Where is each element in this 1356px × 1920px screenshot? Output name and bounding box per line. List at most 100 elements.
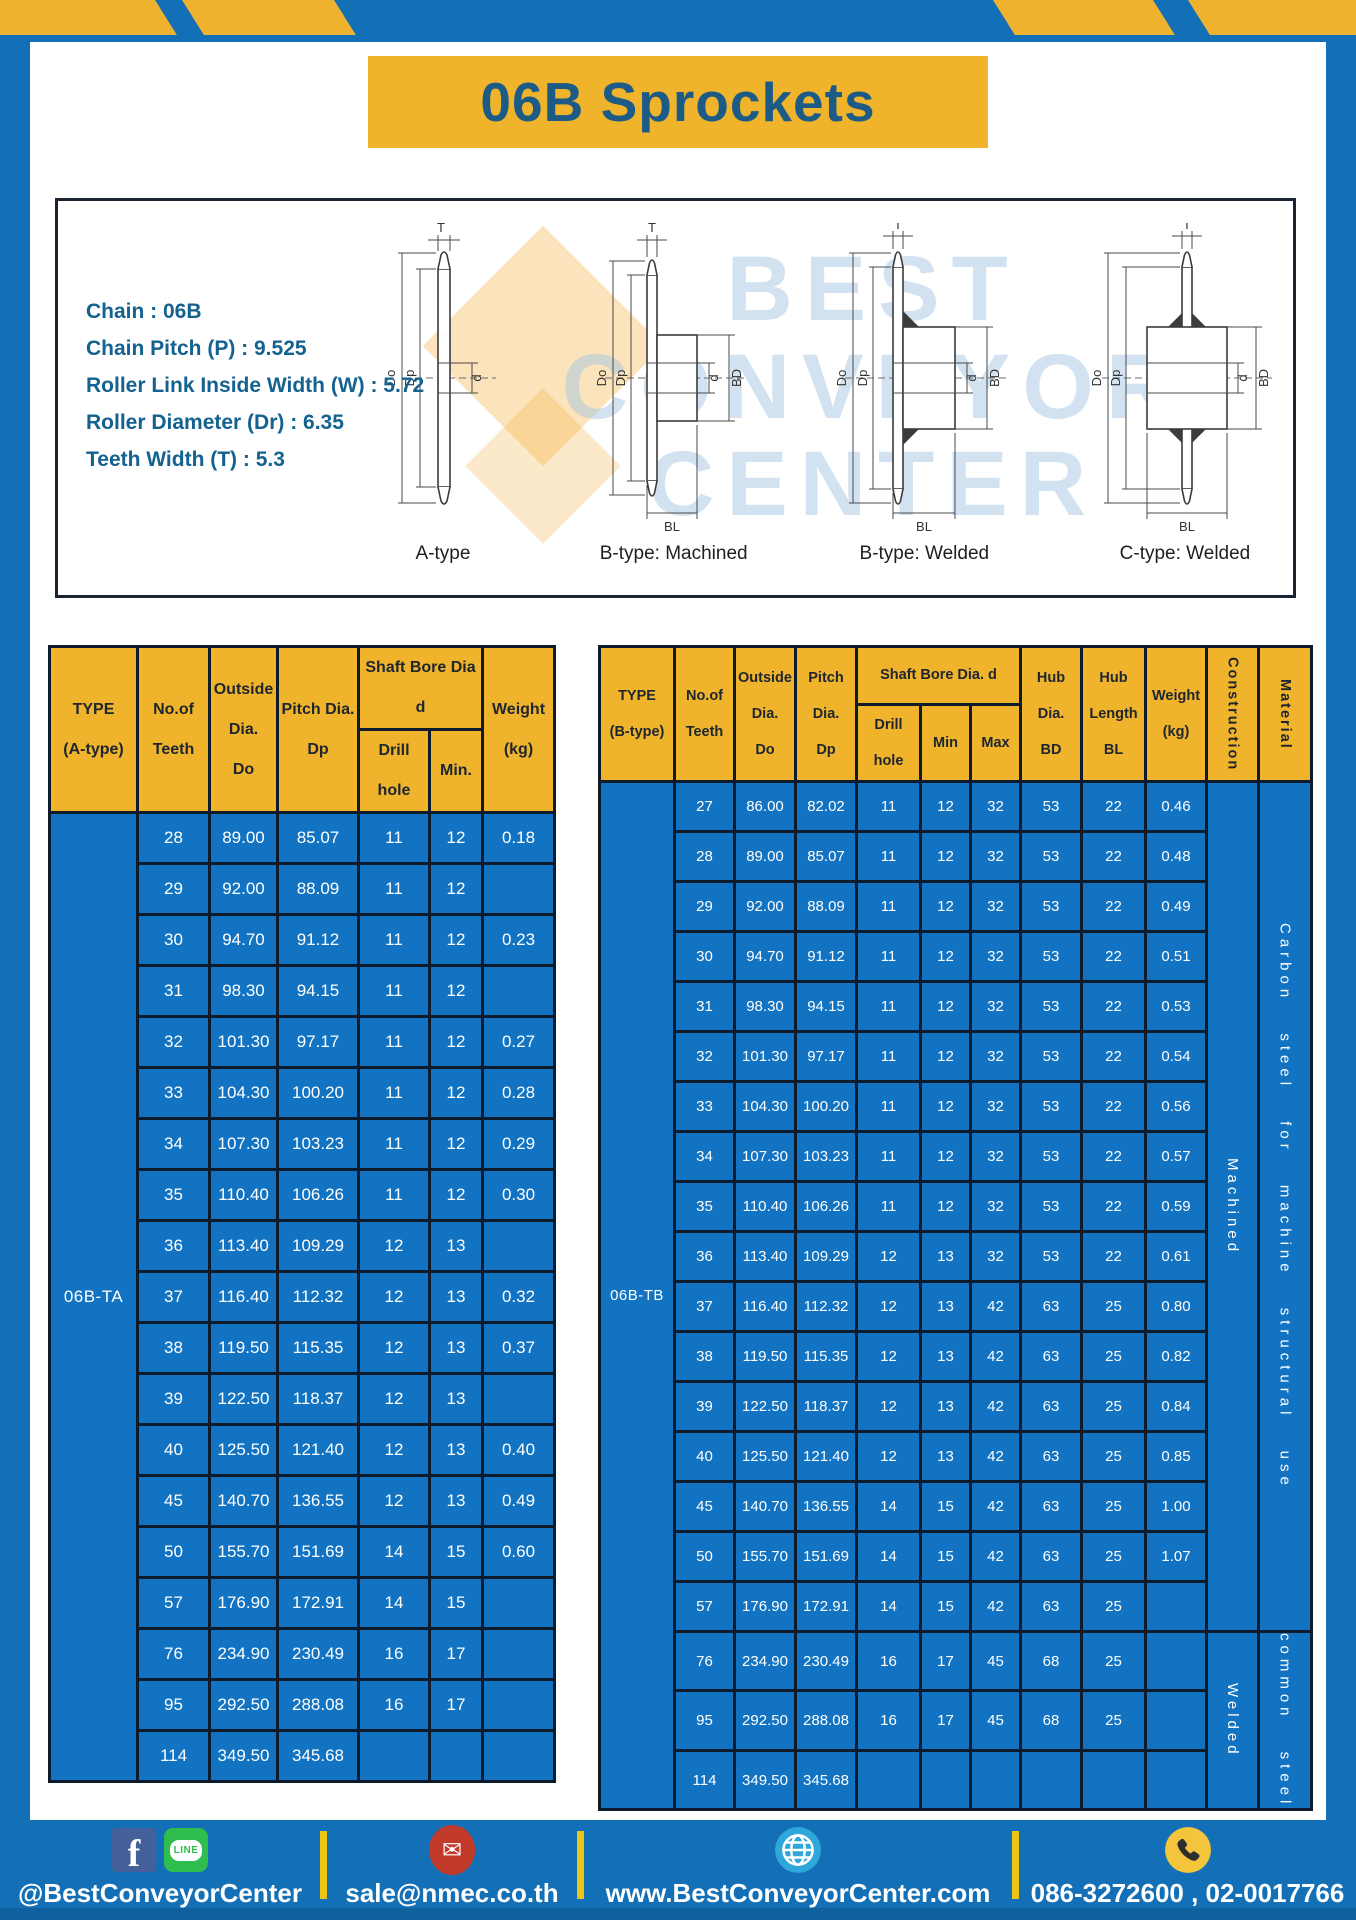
table-row: 50 155.70 151.69 14 15 0.60 xyxy=(50,1525,556,1579)
table-cell xyxy=(1144,1580,1209,1633)
footer-phone-numbers[interactable]: 086-3272600 , 02-0017766 xyxy=(1030,1878,1345,1908)
table-cell xyxy=(1019,1748,1084,1812)
table-row: 95 292.50 288.08 16 17 xyxy=(50,1678,556,1732)
table-cell: 172.91 xyxy=(276,1576,360,1630)
table-cell: 349.50 xyxy=(208,1729,279,1783)
table-cell: 0.46 xyxy=(1144,780,1209,833)
table-cell: 36 xyxy=(673,1230,736,1283)
table-cell: 33 xyxy=(673,1080,736,1133)
table-cell: 22 xyxy=(1080,930,1148,983)
table-cell: 42 xyxy=(968,1580,1023,1633)
table-cell: 0.32 xyxy=(481,1270,556,1324)
table-cell: 12 xyxy=(919,1080,972,1133)
svg-text:BD: BD xyxy=(987,369,1002,387)
table-cell: 345.68 xyxy=(276,1729,360,1783)
svg-text:Do: Do xyxy=(834,370,849,387)
spec-chain: Chain : 06B xyxy=(86,300,202,323)
table-cell: 11 xyxy=(855,780,922,833)
table-cell: 176.90 xyxy=(733,1580,797,1633)
table-cell: 101.30 xyxy=(733,1030,797,1083)
table-b-body: 06B-TB 27 86.00 82.02 11 12 32 53 22 0.46 Machined… xyxy=(598,779,1314,1812)
facebook-icon xyxy=(112,1828,156,1872)
footer-bottom-strip xyxy=(0,1908,1356,1920)
table-cell: 34 xyxy=(136,1117,211,1171)
svg-text:d: d xyxy=(706,374,721,381)
table-cell: 0.28 xyxy=(481,1066,556,1120)
col-header-drill: Drill hole xyxy=(855,703,922,783)
table-cell: 38 xyxy=(136,1321,211,1375)
diagram-caption: B-type: Machined xyxy=(599,543,748,564)
footer-email-address[interactable]: sale@nmec.co.th xyxy=(345,1878,559,1908)
table-cell: 13 xyxy=(428,1219,484,1273)
col-header-pitch: Pitch Dia. Dp xyxy=(794,645,858,783)
table-cell: 32 xyxy=(968,780,1023,833)
footer-website: www.BestConveyorCenter.com xyxy=(584,1820,1012,1920)
content-sheet: 06B Sprockets BEST CONVEYOR CENTER Chain… xyxy=(30,42,1326,1820)
table-cell: 13 xyxy=(919,1280,972,1333)
table-cell: 25 xyxy=(1080,1689,1148,1752)
diagram-b-type-welded: T Do Dp d BD BL B-type: Welded xyxy=(829,223,1019,589)
table-cell: 14 xyxy=(357,1576,431,1630)
table-cell: 63 xyxy=(1019,1430,1084,1483)
table-cell: 12 xyxy=(357,1372,431,1426)
table-cell: 0.60 xyxy=(481,1525,556,1579)
table-cell: 53 xyxy=(1019,780,1084,833)
table-cell: 121.40 xyxy=(794,1430,858,1483)
table-cell: 16 xyxy=(855,1689,922,1752)
table-row: 29 92.00 88.09 11 12 32 53 22 0.49 xyxy=(600,880,1312,933)
table-cell: 63 xyxy=(1019,1280,1084,1333)
table-cell xyxy=(481,1678,556,1732)
table-cell: 0.85 xyxy=(1144,1430,1209,1483)
table-cell: 122.50 xyxy=(208,1372,279,1426)
table-cell: 13 xyxy=(428,1423,484,1477)
sprocket-table-b-type: TYPE (B-type) No.of Teeth Outside Dia. D… xyxy=(598,645,1314,1812)
table-cell: 31 xyxy=(136,964,211,1018)
table-cell: 53 xyxy=(1019,1230,1084,1283)
b-type-machined-drawing: T Do Dp d BD BL xyxy=(594,223,747,534)
table-row: 38 119.50 115.35 12 13 0.37 xyxy=(50,1321,556,1375)
table-cell: 14 xyxy=(855,1580,922,1633)
table-cell: 68 xyxy=(1019,1689,1084,1752)
table-row: 57 176.90 172.91 14 15 xyxy=(50,1576,556,1630)
table-cell: 25 xyxy=(1080,1280,1148,1333)
table-cell: 45 xyxy=(968,1689,1023,1752)
table-cell: 22 xyxy=(1080,780,1148,833)
table-cell: 0.61 xyxy=(1144,1230,1209,1283)
footer-separator xyxy=(1012,1831,1019,1899)
table-cell: 34 xyxy=(673,1130,736,1183)
table-cell: 42 xyxy=(968,1280,1023,1333)
table-cell: 53 xyxy=(1019,1030,1084,1083)
table-cell: 12 xyxy=(919,980,972,1033)
table-cell: 63 xyxy=(1019,1480,1084,1533)
col-header-outside: Outside Dia. Do xyxy=(733,645,797,783)
table-cell: 45 xyxy=(673,1480,736,1533)
table-cell: 53 xyxy=(1019,980,1084,1033)
table-cell: 53 xyxy=(1019,1130,1084,1183)
table-cell: 125.50 xyxy=(733,1430,797,1483)
table-cell: 57 xyxy=(673,1580,736,1633)
table-cell: 11 xyxy=(357,862,431,916)
table-cell: 345.68 xyxy=(794,1748,858,1812)
table-cell: 13 xyxy=(428,1372,484,1426)
table-cell: 16 xyxy=(357,1627,431,1681)
footer-social-handle[interactable]: @BestConveyorCenter xyxy=(18,1878,302,1908)
table-row: 30 94.70 91.12 11 12 0.23 xyxy=(50,913,556,967)
top-banner xyxy=(0,0,1356,42)
table-cell: 32 xyxy=(968,980,1023,1033)
c-type-welded-drawing: T Do Dp d BD BL xyxy=(1090,223,1272,534)
col-header-teeth: No.of Teeth xyxy=(136,645,211,814)
footer-separator xyxy=(320,1831,327,1899)
table-cell: 42 xyxy=(968,1430,1023,1483)
table-cell: 32 xyxy=(968,1130,1023,1183)
table-cell: 15 xyxy=(919,1530,972,1583)
page-title-box: 06B Sprockets xyxy=(368,56,988,148)
footer-website-url[interactable]: www.BestConveyorCenter.com xyxy=(605,1878,991,1908)
table-row: 114 349.50 345.68 xyxy=(50,1729,556,1783)
col-header-material: Material xyxy=(1257,645,1314,783)
table-cell: 234.90 xyxy=(208,1627,279,1681)
table-row: 06B-TB 27 86.00 82.02 11 12 32 53 22 0.46 Machined… xyxy=(598,779,1314,1812)
table-row: 34 107.30 103.23 11 12 32 53 22 0.57 xyxy=(600,1130,1312,1183)
table-cell: 13 xyxy=(428,1270,484,1324)
table-cell: 11 xyxy=(855,1080,922,1133)
table-cell xyxy=(481,1372,556,1426)
